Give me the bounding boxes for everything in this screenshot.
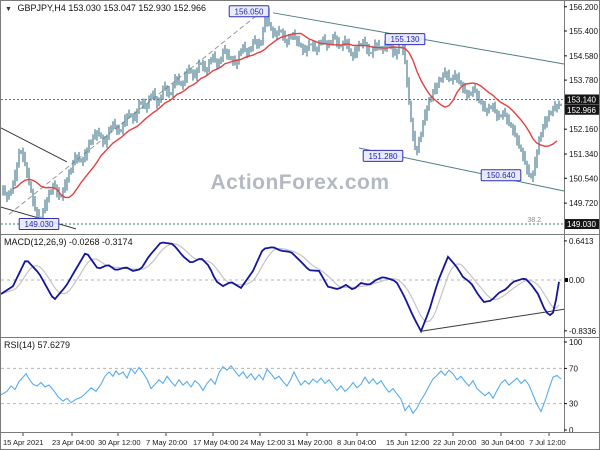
symbol-ohlc: 153.030 153.047 152.930 152.966 (68, 3, 206, 13)
annotation-box (384, 33, 426, 46)
trendline (8, 10, 264, 215)
price-annotation[interactable]: 155.130 (384, 33, 426, 46)
fib-percent-label: 38.2 (527, 217, 541, 224)
annotation-box (18, 218, 60, 231)
macd-chart-svg[interactable]: 0.6413 0.00 -0.8336 (1, 235, 599, 337)
moving-average-line (12, 32, 558, 199)
date-label: 30 Apr 12:00 (98, 438, 141, 447)
rsi-line (1, 364, 562, 415)
date-label: 17 May 04:00 (193, 438, 238, 447)
annotation-text: 149.030 (25, 220, 54, 229)
annotation-box (228, 5, 270, 18)
symbol-name: GBPJPY,H4 (17, 3, 66, 13)
date-label: 7 May 20:00 (146, 438, 187, 447)
date-label: 23 Apr 04:00 (52, 438, 95, 447)
price-tick-label: 156.200 (569, 3, 598, 12)
annotation-box (362, 149, 404, 162)
annotation-text: 156.050 (235, 7, 264, 16)
price-annotation[interactable]: 150.640 (480, 169, 522, 182)
price-tick-label: 155.400 (569, 27, 598, 36)
date-axis-svg: 15 Apr 2021 23 Apr 04:00 30 Apr 12:00 7 May… (3, 433, 566, 447)
rsi-tick-label: 30 (569, 400, 578, 409)
price-tick-label: 152.160 (569, 125, 598, 134)
trendline (1, 127, 68, 163)
price-annotation[interactable]: 156.050 (228, 5, 270, 18)
rsi-label: RSI(14) 57.6279 (4, 340, 71, 350)
macd-signal-line (1, 243, 560, 323)
price-tick-label: 153.780 (569, 76, 598, 85)
macd-tick-label: 0.00 (569, 276, 585, 285)
price-tick-label: 154.580 (569, 52, 598, 61)
symbol-info: ▼ GBPJPY,H4 153.030 153.047 152.930 152.… (5, 3, 206, 13)
macd-panel: 0.6413 0.00 -0.8336 MACD(12,26,9) -0.0268 … (1, 235, 599, 338)
rsi-tick-label: 0 (569, 426, 574, 432)
date-label: 15 Apr 2021 (3, 438, 43, 447)
main-chart-svg[interactable]: 38.2 156.050 155.130 151.280 150.640 149.030 1… (1, 1, 599, 234)
date-axis: 15 Apr 2021 23 Apr 04:00 30 Apr 12:00 7 May… (1, 433, 599, 449)
macd-tick-label: -0.8336 (569, 327, 597, 336)
date-label: 31 May 20:00 (287, 438, 332, 447)
price-tag-text: 152.966 (567, 106, 596, 115)
annotation-box (480, 169, 522, 182)
date-label: 24 May 12:00 (240, 438, 285, 447)
price-tag (565, 104, 599, 115)
price-tick-label: 151.340 (569, 150, 598, 159)
macd-trendline (420, 308, 565, 332)
price-panel: 38.2 156.050 155.130 151.280 150.640 149.030 1… (1, 1, 599, 235)
annotation-text: 155.130 (391, 35, 420, 44)
price-tag-text: 153.140 (567, 95, 596, 104)
price-tag (565, 219, 599, 230)
date-label: 8 Jun 04:00 (337, 438, 376, 447)
price-tick-label: 149.720 (569, 199, 598, 208)
macd-current-marker (565, 278, 568, 282)
price-annotation[interactable]: 151.280 (362, 149, 404, 162)
macd-tick-label: 0.6413 (569, 237, 594, 246)
price-annotation[interactable]: 149.030 (18, 218, 60, 231)
macd-main-line (1, 241, 560, 334)
date-label: 30 Jun 04:00 (481, 438, 524, 447)
annotation-text: 150.640 (487, 171, 516, 180)
price-tag (565, 94, 599, 105)
macd-label: MACD(12,26,9) -0.0268 -0.3174 (4, 237, 133, 247)
symbol-dropdown-icon[interactable]: ▼ (5, 6, 12, 13)
annotation-text: 151.280 (369, 152, 398, 161)
date-label: 7 Jul 12:00 (529, 438, 566, 447)
watermark: ActionForex.com (210, 171, 390, 194)
price-tick-label: 150.540 (569, 174, 598, 183)
rsi-panel: 100 70 30 0 RSI(14) 57.6279 (1, 338, 599, 433)
date-label: 15 Jun 12:00 (386, 438, 429, 447)
rsi-tick-label: 100 (569, 338, 583, 347)
date-label: 22 Jun 20:00 (433, 438, 476, 447)
rsi-tick-label: 70 (569, 364, 578, 373)
rsi-chart-svg[interactable]: 100 70 30 0 (1, 338, 599, 432)
price-tag-text: 149.030 (567, 220, 596, 229)
